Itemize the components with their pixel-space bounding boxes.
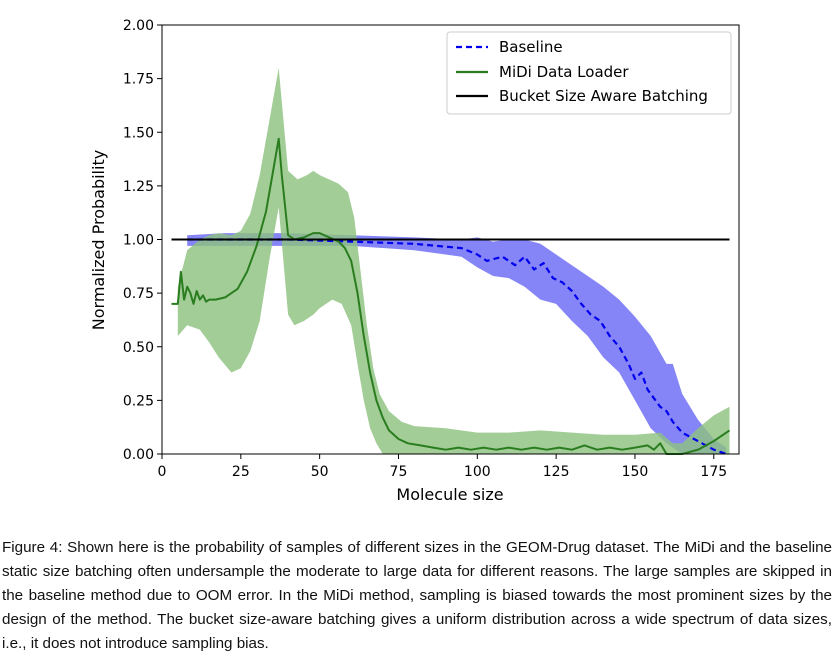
y-tick-label: 1.50 <box>123 125 154 141</box>
x-axis-label: Molecule size <box>396 485 503 504</box>
chart: 0.00 0.25 0.50 0.75 1.00 1.25 1.50 1.75 2.00 0 25 5… <box>89 18 740 504</box>
midi-data-loader-line <box>171 137 731 455</box>
legend: Baseline MiDi Data Loader Bucket Size Aw… <box>446 31 732 115</box>
x-tick-label: 0 <box>158 464 167 480</box>
figure: 0.00 0.25 0.50 0.75 1.00 1.25 1.50 1.75 2.00 0 25 5… <box>89 18 740 504</box>
y-tick-label: 1.25 <box>123 179 154 195</box>
y-tick-label: 0.50 <box>123 340 154 356</box>
legend-bucket-label: Bucket Size Aware Batching <box>499 87 708 105</box>
y-axis-label: Normalized Probability <box>89 150 108 330</box>
x-tick-label: 25 <box>232 464 250 480</box>
x-tick-label: 75 <box>390 464 408 480</box>
y-tick-label: 1.75 <box>123 72 154 88</box>
x-tick-label: 50 <box>311 464 329 480</box>
midi-data-loader-confidence-band <box>177 67 730 455</box>
y-tick-label: 0.75 <box>123 286 154 302</box>
x-tick-label: 125 <box>543 464 570 480</box>
y-tick-label: 2.00 <box>123 18 154 34</box>
baseline-line <box>187 238 727 456</box>
legend-midi-label: MiDi Data Loader <box>499 63 629 81</box>
legend-frame <box>446 31 732 115</box>
x-tick-label: 100 <box>464 464 491 480</box>
figure-caption: Figure 4: Shown here is the probability … <box>2 539 832 652</box>
legend-baseline-label: Baseline <box>499 38 563 56</box>
x-tick-label: 150 <box>622 464 649 480</box>
y-tick-label: 1.00 <box>123 233 154 249</box>
y-tick-label: 0.25 <box>123 393 154 409</box>
x-tick-label: 175 <box>700 464 727 480</box>
y-tick-label: 0.00 <box>123 447 154 463</box>
baseline-confidence-band <box>187 233 727 454</box>
